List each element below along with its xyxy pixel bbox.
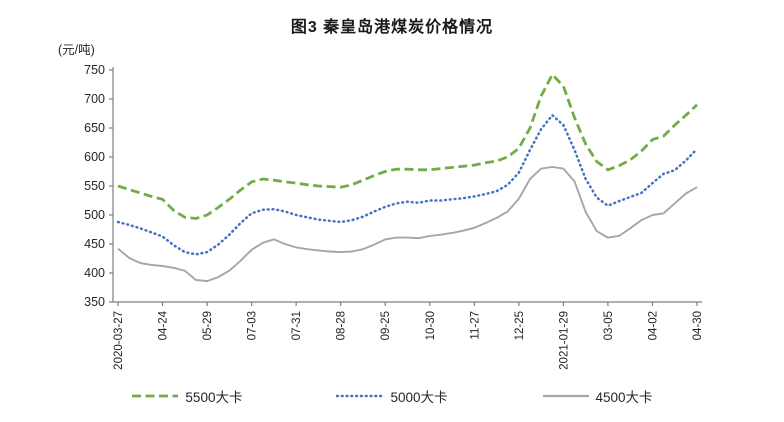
chart-title: 图3 秦皇岛港煤炭价格情况 xyxy=(290,19,494,36)
x-tick-label: 07-03 xyxy=(247,311,259,340)
series-line-5500大卡 xyxy=(117,72,698,220)
chart-legend: 5500大卡 5000大卡 4500大卡 xyxy=(0,386,784,406)
x-tick-label: 04-30 xyxy=(692,311,704,340)
legend-label-5000: 5000大卡 xyxy=(390,390,448,405)
series-line-5000大卡 xyxy=(116,113,699,256)
x-tick-label: 11-27 xyxy=(469,311,481,340)
y-tick-label: 500 xyxy=(84,208,105,222)
legend-label-4500: 4500大卡 xyxy=(595,390,653,405)
legend-swatch-5500-dashed-line xyxy=(132,394,179,398)
legend-swatch-5000-dotted-line xyxy=(336,394,385,398)
x-tick-label: 12-25 xyxy=(514,311,526,340)
x-tick-label: 07-31 xyxy=(291,311,303,340)
y-tick-label: 350 xyxy=(84,295,105,309)
legend-item-5500: 5500大卡 xyxy=(131,386,242,406)
x-tick-label: 08-28 xyxy=(336,311,348,340)
y-tick-label: 400 xyxy=(84,266,105,280)
y-tick-label: 700 xyxy=(84,92,105,106)
x-tick-label: 10-30 xyxy=(425,311,437,340)
legend-label-5500: 5500大卡 xyxy=(185,390,243,405)
x-tick-label: 03-05 xyxy=(603,311,615,340)
legend-swatch-4500-solid-line xyxy=(542,394,589,398)
price-chart-canvas: 350 400 450 500 550 600 650 700 750 2020-03-27 04-… xyxy=(84,63,704,370)
series-line-4500大卡 xyxy=(117,165,698,283)
x-tick-label: 05-29 xyxy=(202,311,214,340)
y-tick-label: 750 xyxy=(84,63,105,77)
x-tick-label: 2020-03-27 xyxy=(113,311,125,370)
legend-item-4500: 4500大卡 xyxy=(542,386,653,406)
y-tick-label: 650 xyxy=(84,121,105,135)
x-tick-label: 04-24 xyxy=(158,310,170,340)
y-axis-unit-label: (元/吨) xyxy=(58,43,95,57)
x-tick-label: 2021-01-29 xyxy=(558,311,570,370)
x-tick-label: 04-02 xyxy=(647,311,659,340)
y-tick-label: 450 xyxy=(84,237,105,251)
y-tick-label: 600 xyxy=(84,150,105,164)
legend-item-5000: 5000大卡 xyxy=(336,386,448,406)
y-tick-label: 550 xyxy=(84,179,105,193)
x-tick-label: 09-25 xyxy=(380,311,392,340)
